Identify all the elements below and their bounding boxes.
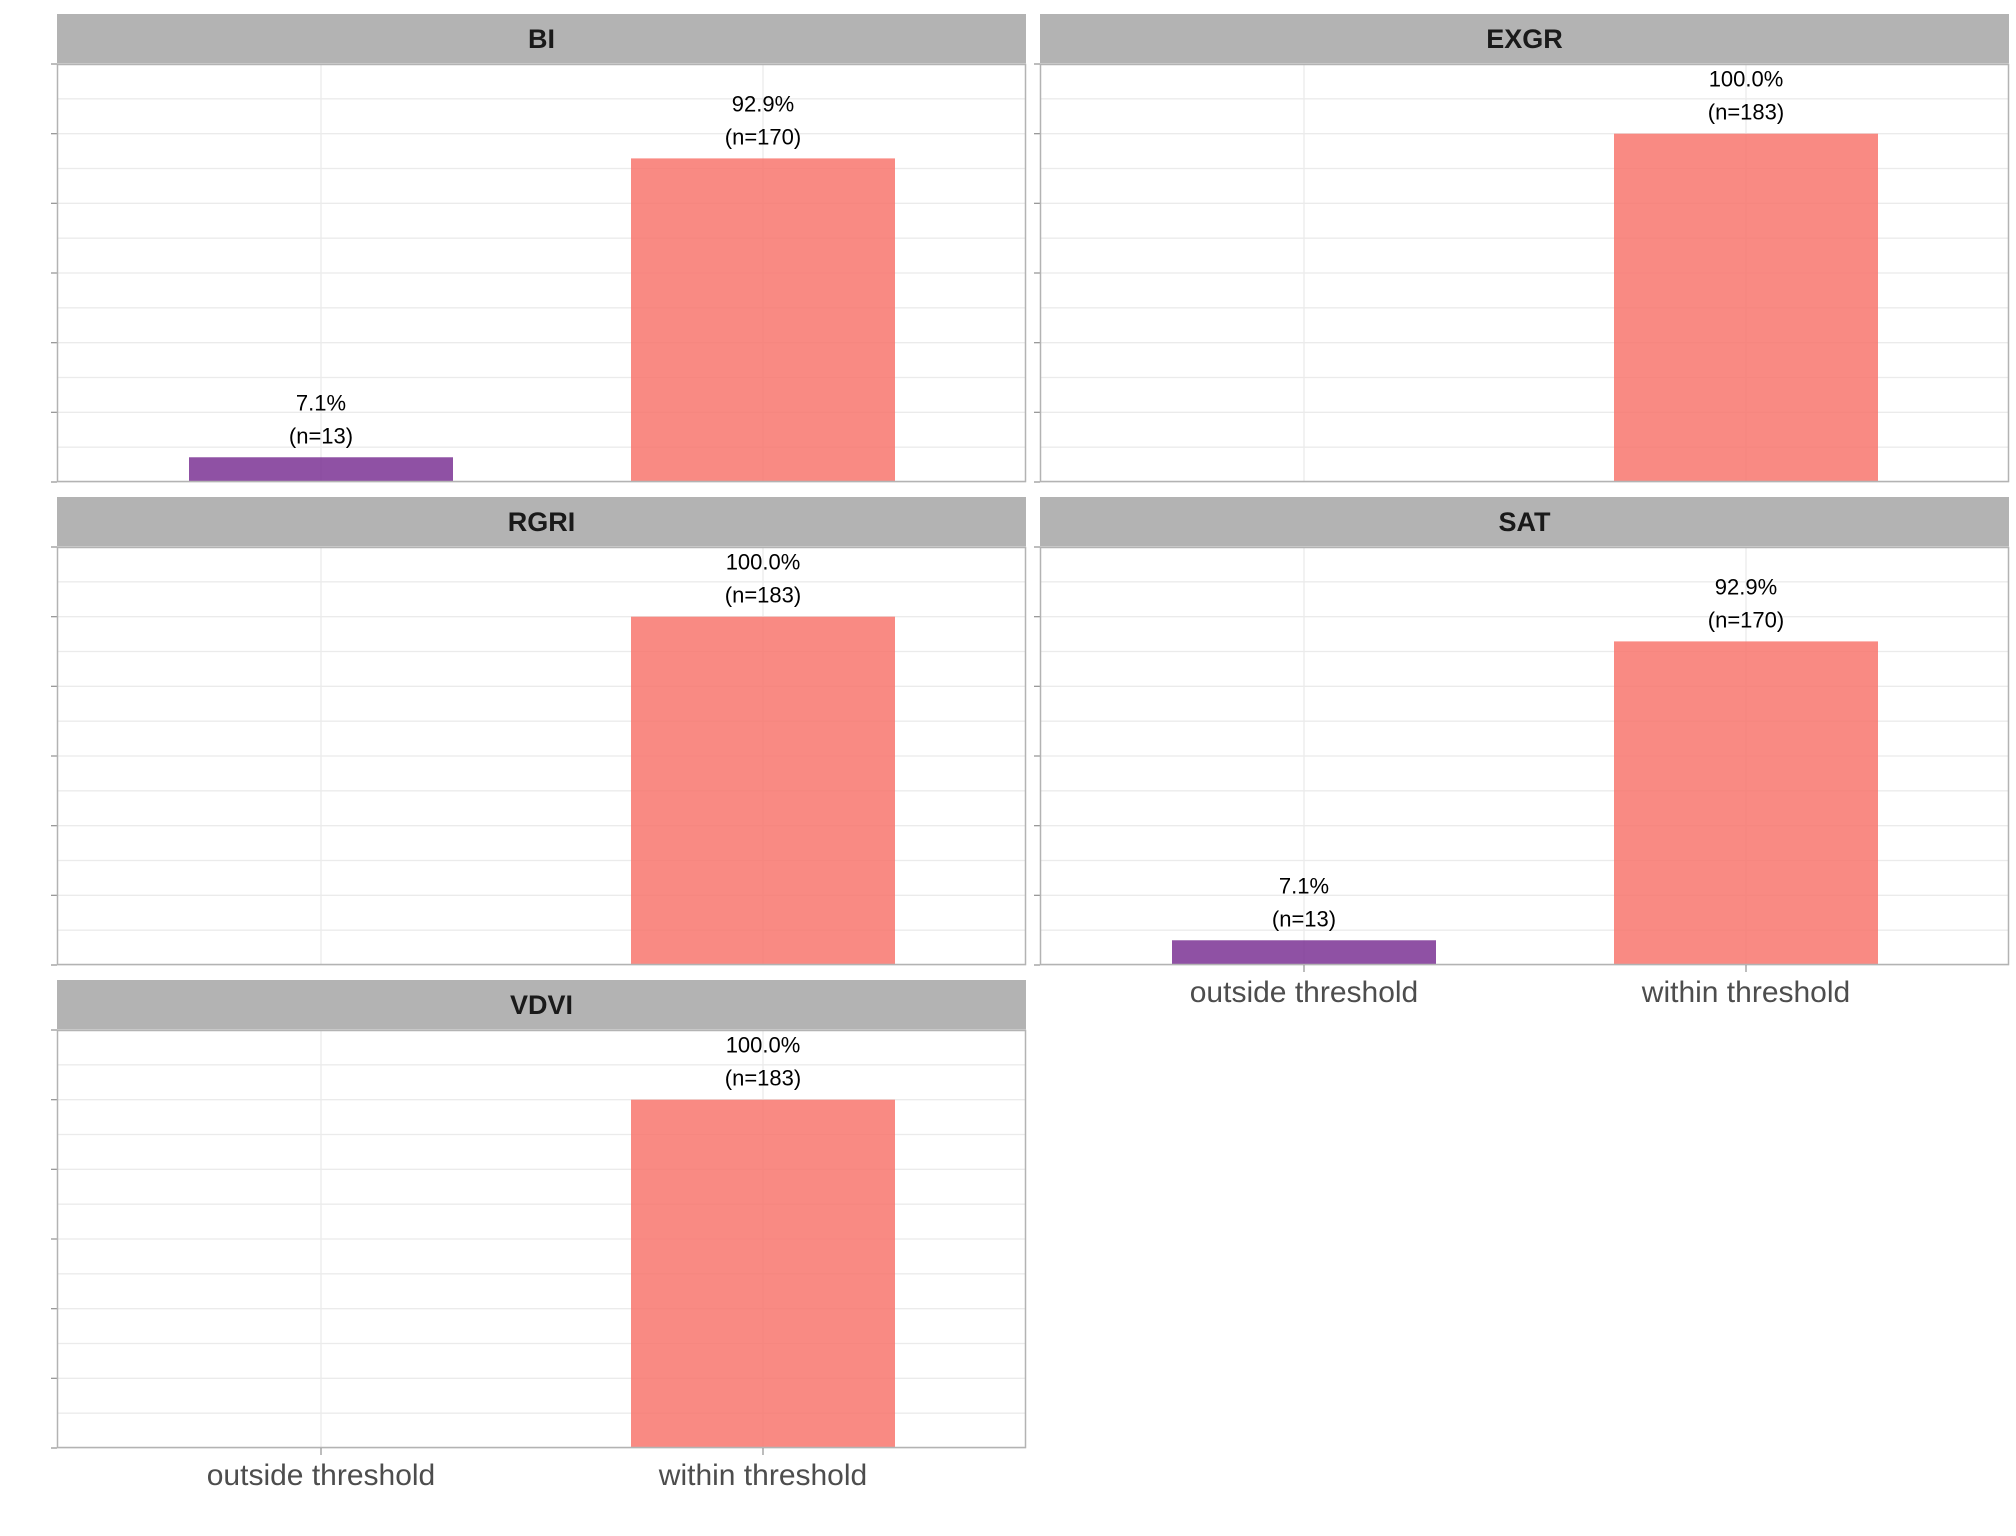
bar-data-label: 92.9%	[1715, 574, 1777, 599]
bar-within-threshold	[1614, 641, 1878, 965]
facet-strip-title: EXGR	[1040, 14, 2009, 64]
facet-strip-title: RGRI	[57, 497, 1026, 547]
plot-area: 100.0% (n=183)	[1034, 63, 2010, 483]
bar-data-label: (n=13)	[289, 423, 353, 448]
bar-data-label: (n=13)	[1272, 906, 1336, 931]
bar-outside-threshold	[1172, 940, 1436, 965]
bar-within-threshold	[631, 616, 895, 965]
panel-border	[1039, 546, 2010, 966]
bar-outside-threshold	[189, 457, 453, 482]
facet-panel-sat: SAT 7.1% (n=13) 92.9% (n=170)	[1034, 497, 2010, 972]
facet-strip-title: BI	[57, 14, 1026, 64]
panel-border	[56, 1029, 1027, 1449]
panel-border	[56, 546, 1027, 966]
bar-data-label: (n=183)	[1708, 100, 1784, 125]
plot-area: 100.0% (n=183)	[51, 546, 1027, 966]
bar-data-label: (n=183)	[725, 1066, 801, 1091]
facet-panel-vdvi: VDVI 100.0% (n=183)	[51, 980, 1027, 1455]
facet-strip-title: SAT	[1040, 497, 2009, 547]
plot-area: 7.1% (n=13) 92.9% (n=170)	[51, 63, 1027, 483]
bar-data-label: 92.9%	[732, 91, 794, 116]
bar-data-label: (n=170)	[725, 124, 801, 149]
bar-data-label: (n=183)	[725, 583, 801, 608]
bar-within-threshold	[631, 158, 895, 483]
bar-data-label: 7.1%	[1279, 873, 1329, 898]
facet-panel-bi: BI 7.1% (n=13) 92.9% (n=170)	[51, 14, 1027, 483]
panel-border	[56, 63, 1027, 483]
bar-within-threshold	[1614, 133, 1878, 482]
facet-panel-exgr: EXGR 100.0% (n=183)	[1034, 14, 2010, 483]
bar-data-label: 100.0%	[726, 550, 801, 575]
facet-strip-title: VDVI	[57, 980, 1026, 1030]
x-tick-label: outside threshold	[1189, 976, 1419, 1009]
bar-within-threshold	[631, 1099, 895, 1448]
bar-data-label: 100.0%	[726, 1033, 801, 1058]
x-tick-label: within threshold	[1641, 976, 1851, 1009]
facet-panel-rgri: RGRI 100.0% (n=183)	[51, 497, 1027, 966]
plot-area: 100.0% (n=183)	[51, 1029, 1027, 1455]
x-tick-label: within threshold	[658, 1459, 868, 1492]
panel-border	[1039, 63, 2010, 483]
bar-data-label: 100.0%	[1709, 67, 1784, 92]
bar-data-label: 7.1%	[296, 390, 346, 415]
plot-area: 7.1% (n=13) 92.9% (n=170)	[1034, 546, 2010, 972]
bar-data-label: (n=170)	[1708, 607, 1784, 632]
x-tick-label: outside threshold	[206, 1459, 436, 1492]
